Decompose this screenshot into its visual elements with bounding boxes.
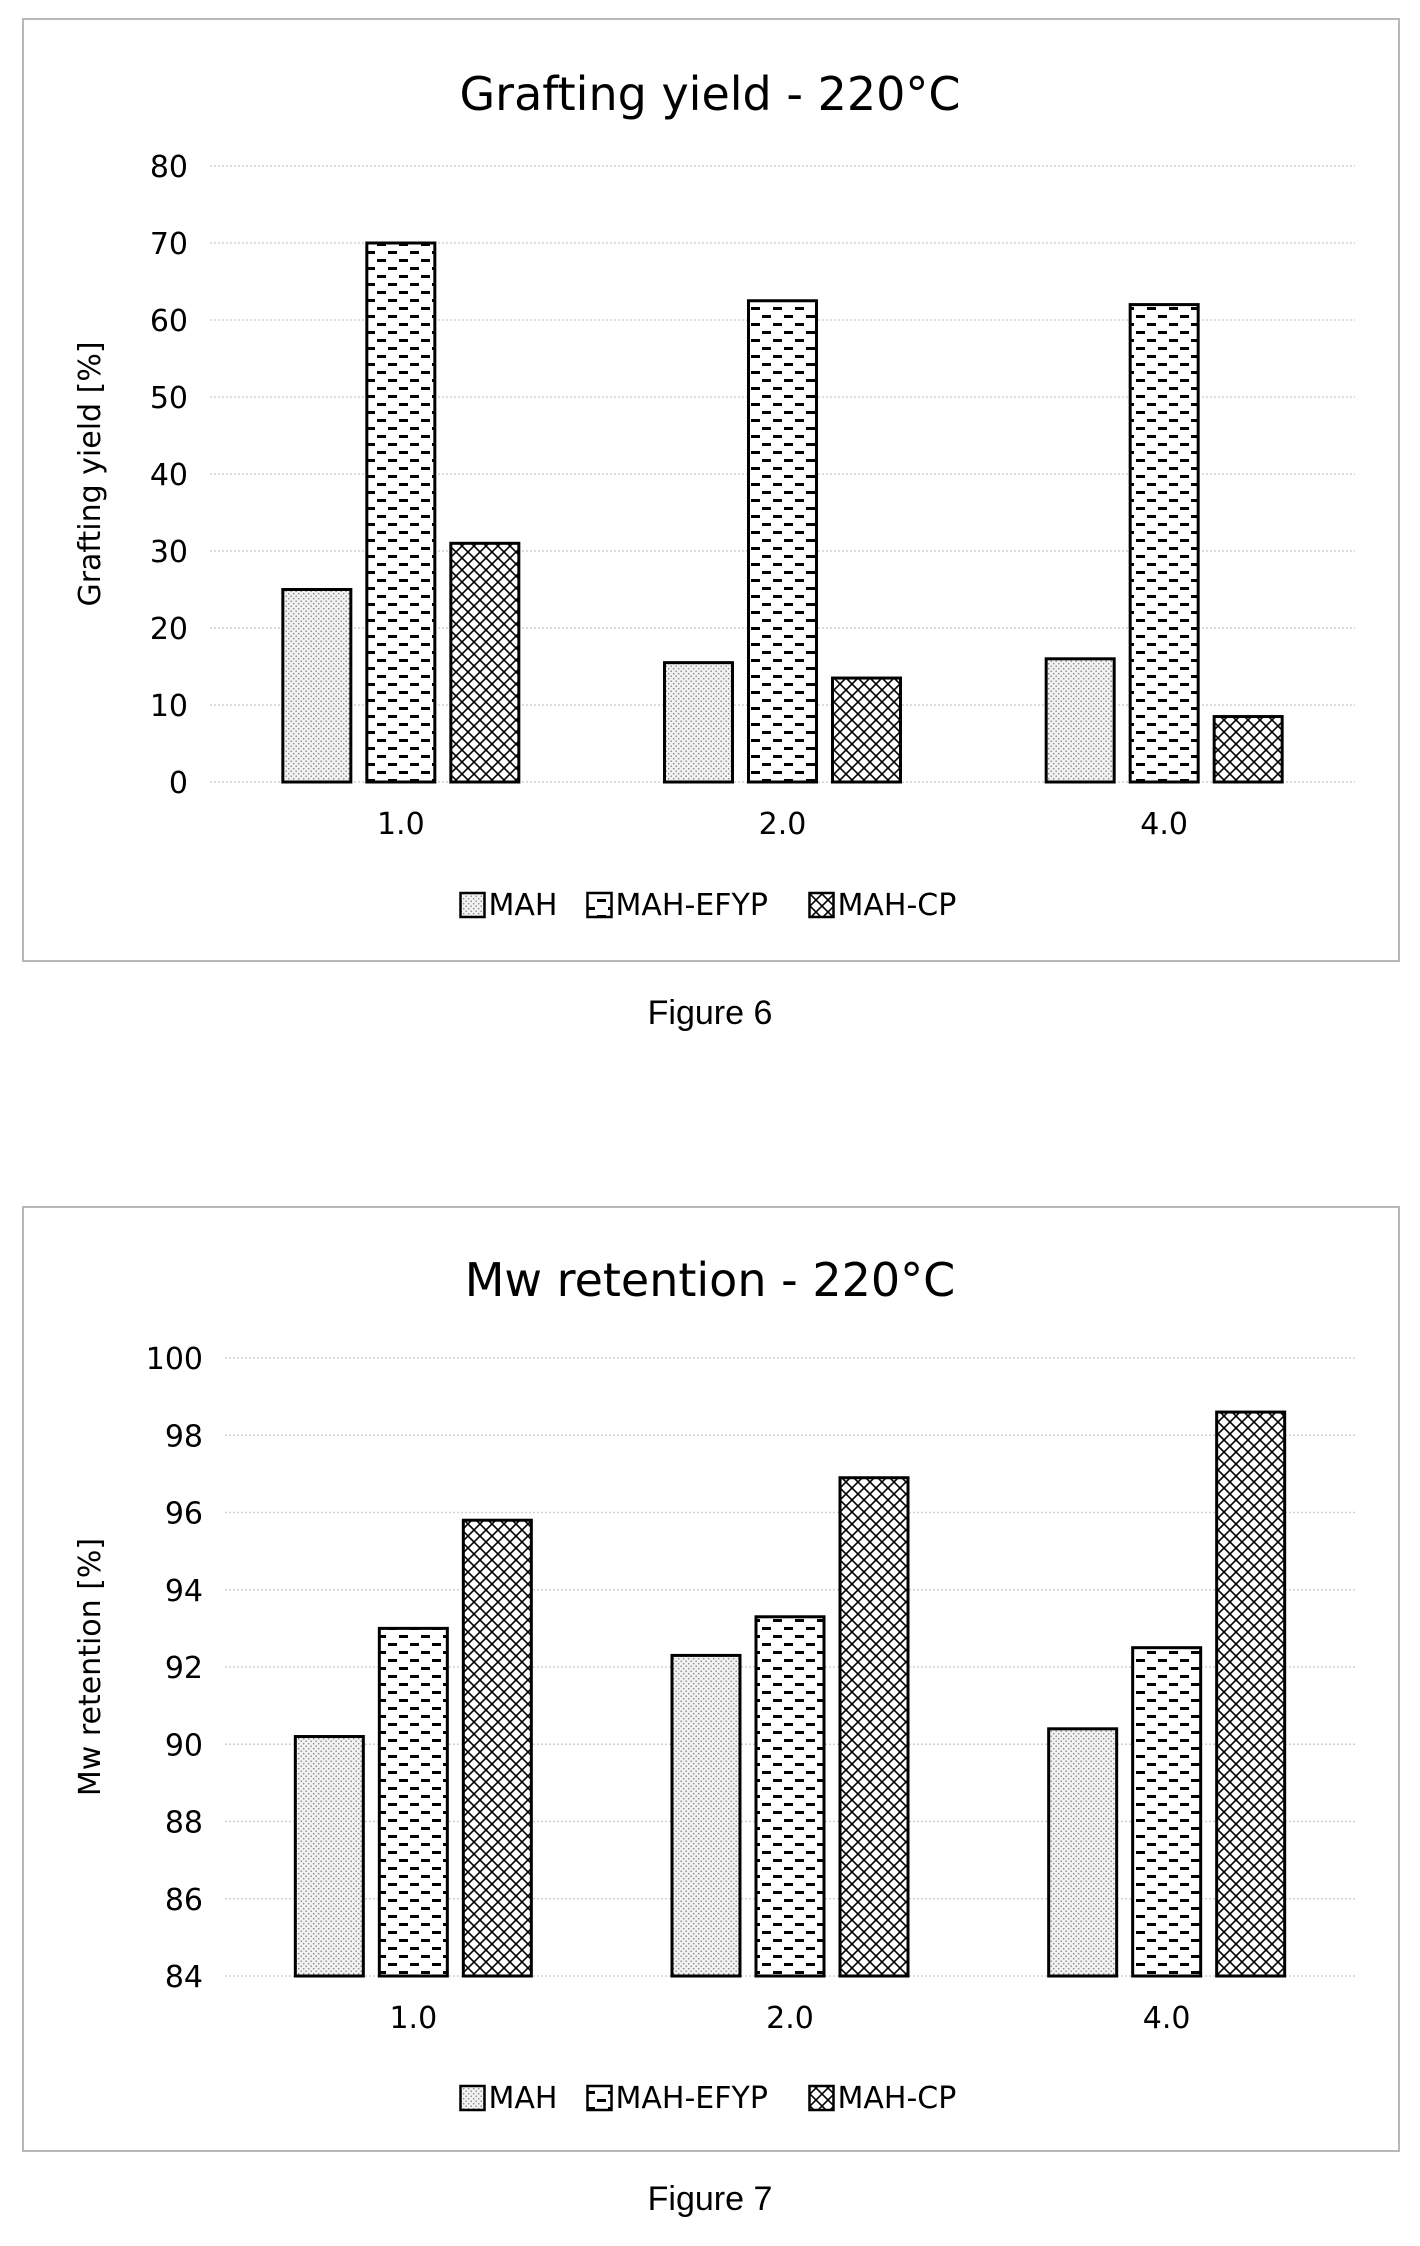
x-tick-label: 1.0 <box>389 2001 437 2036</box>
bar-mah-efyp <box>747 299 818 784</box>
bar-mah-efyp <box>1128 303 1200 784</box>
legend-swatch-mah <box>459 891 486 919</box>
bar-mah-efyp <box>1131 1646 1203 1978</box>
y-tick-label: 90 <box>165 1728 203 1763</box>
bar-mah-efyp <box>365 241 437 784</box>
bar-mah <box>663 661 734 784</box>
y-tick-label: 88 <box>165 1806 203 1841</box>
legend-label: MAH-CP <box>838 2081 957 2116</box>
bar-mah <box>1044 657 1116 784</box>
x-tick-label: 4.0 <box>1140 807 1188 842</box>
y-tick-label: 86 <box>165 1883 203 1918</box>
y-tick-label: 30 <box>150 535 188 570</box>
bar-mah <box>1047 1727 1119 1978</box>
y-tick-label: 100 <box>146 1342 203 1377</box>
bar-mah-cp <box>449 541 521 784</box>
bar-mah <box>670 1653 742 1978</box>
y-axis-label: Mw retention [%] <box>73 1538 108 1796</box>
bar-mah-cp <box>1212 715 1284 784</box>
bar-mah-cp <box>461 1518 533 1978</box>
y-tick-label: 50 <box>150 381 188 416</box>
chart-grafting-yield: Grafting yield - 220°C 0 10 20 30 40 50 60 70 80 G… <box>73 67 1355 923</box>
figure-7-caption: Figure 7 <box>647 2180 773 2218</box>
figure-6-caption: Figure 6 <box>647 994 773 1032</box>
bar-mah-cp <box>838 1476 910 1978</box>
y-tick-label: 20 <box>150 612 188 647</box>
y-tick-label: 60 <box>150 304 188 339</box>
chart-title: Mw retention - 220°C <box>465 1253 956 1307</box>
x-tick-label: 1.0 <box>377 807 425 842</box>
bar-mah <box>293 1735 365 1978</box>
y-tick-label: 10 <box>150 689 188 724</box>
y-tick-label: 84 <box>165 1960 203 1995</box>
y-axis-label: Grafting yield [%] <box>73 341 108 606</box>
y-tick-label: 94 <box>165 1574 203 1609</box>
legend-swatch-mah-cp <box>808 2084 835 2112</box>
bar-mah-efyp <box>754 1615 826 1978</box>
bar-mah <box>281 588 353 784</box>
legend-swatch-mah-efyp <box>586 891 613 919</box>
legend-label: MAH <box>489 888 558 923</box>
legend-swatch-mah-cp <box>808 891 835 919</box>
legend-label: MAH <box>489 2081 558 2116</box>
y-tick-label: 40 <box>150 458 188 493</box>
legend-label: MAH-CP <box>838 888 957 923</box>
legend-swatch-mah <box>459 2084 486 2112</box>
bar-mah-cp <box>831 676 902 784</box>
legend-label: MAH-EFYP <box>616 888 768 923</box>
y-tick-label: 92 <box>165 1651 203 1686</box>
x-tick-label: 2.0 <box>766 2001 814 2036</box>
y-tick-label: 80 <box>150 150 188 185</box>
y-tick-label: 96 <box>165 1497 203 1532</box>
y-tick-label: 98 <box>165 1419 203 1454</box>
y-tick-label: 0 <box>169 766 188 801</box>
y-tick-label: 70 <box>150 227 188 262</box>
legend-swatch-mah-efyp <box>586 2084 613 2112</box>
x-tick-label: 4.0 <box>1143 2001 1191 2036</box>
bar-mah-efyp <box>377 1626 449 1978</box>
chart-title: Grafting yield - 220°C <box>460 67 961 121</box>
legend-label: MAH-EFYP <box>616 2081 768 2116</box>
bar-mah-cp <box>1215 1410 1287 1978</box>
x-tick-label: 2.0 <box>759 807 807 842</box>
